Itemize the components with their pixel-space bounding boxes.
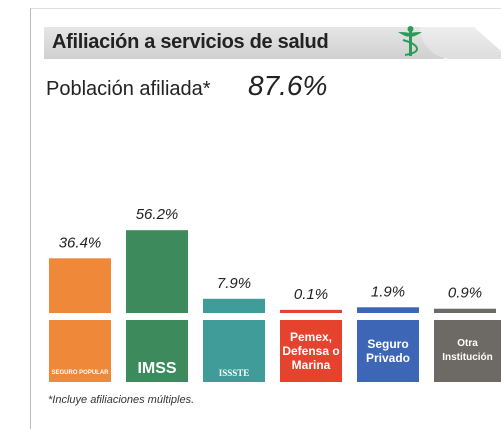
value-label: 1.9%: [371, 283, 405, 300]
bar: [203, 298, 265, 313]
category-label: Otra Institución: [434, 320, 501, 382]
caduceus-icon: [398, 26, 422, 56]
value-label: 0.1%: [294, 286, 328, 303]
value-label: 56.2%: [136, 206, 179, 223]
bar: [434, 308, 496, 313]
title: Afiliación a servicios de salud: [52, 31, 329, 53]
footnote: *Incluye afiliaciones múltiples.: [48, 394, 195, 406]
bar: [126, 230, 188, 313]
value-label: 0.9%: [448, 285, 482, 302]
frame: [30, 8, 501, 429]
category-label: IMSS: [126, 320, 188, 382]
category-label: Pemex, Defensa o Marina: [280, 320, 342, 382]
subtitle: Población afiliada*: [46, 78, 211, 100]
value-label: 36.4%: [59, 234, 102, 251]
headline-value: 87.6%: [248, 70, 328, 101]
bar: [357, 307, 419, 313]
bar: [49, 258, 111, 313]
bar: [280, 309, 342, 313]
category-label: ISSSTE: [203, 320, 265, 382]
header-band: [44, 27, 444, 59]
category-label: Seguro Privado: [357, 320, 419, 382]
value-label: 7.9%: [217, 275, 251, 292]
category-label: Seguro Popular: [49, 320, 111, 382]
